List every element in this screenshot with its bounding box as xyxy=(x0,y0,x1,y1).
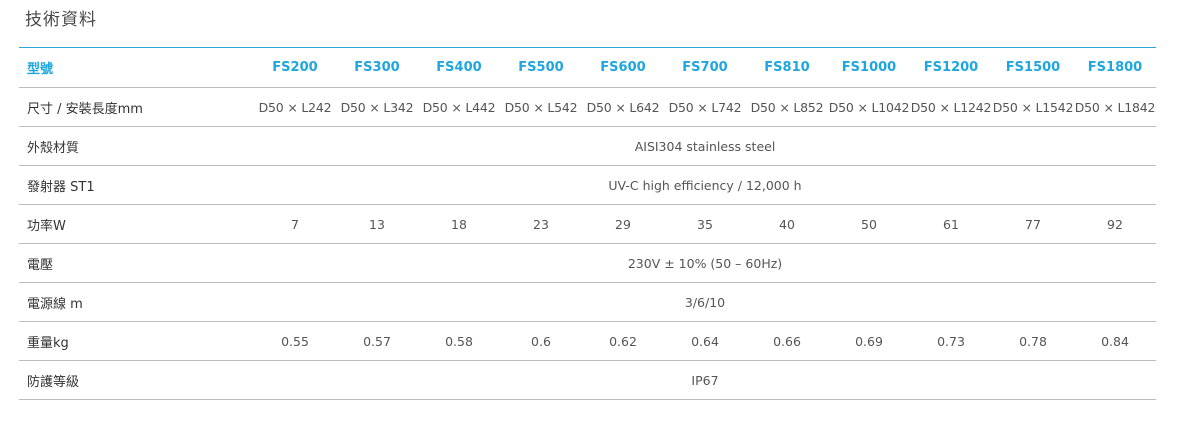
table-cell: 77 xyxy=(992,204,1074,244)
row-voltage: 電壓 230V ± 10% (50 – 60Hz) xyxy=(19,243,1156,283)
spec-table: 型號 FS200 FS300 FS400 FS500 FS600 FS700 F… xyxy=(19,47,1156,400)
row-label: 防護等級 xyxy=(19,360,254,400)
table-cell: 35 xyxy=(664,204,746,244)
row-power: 功率W 7 13 18 23 29 35 40 50 61 77 92 xyxy=(19,204,1156,244)
table-cell-merged: 3/6/10 xyxy=(254,282,1156,322)
row-protection: 防護等級 IP67 xyxy=(19,360,1156,400)
table-cell-merged: UV-C high efficiency / 12,000 h xyxy=(254,165,1156,205)
model-header: FS200 xyxy=(254,47,336,88)
row-label: 電源線 m xyxy=(19,282,254,322)
model-header: FS1500 xyxy=(992,47,1074,88)
table-cell-merged: IP67 xyxy=(254,360,1156,400)
table-cell: D50 × L1842 xyxy=(1074,87,1156,127)
table-cell: 18 xyxy=(418,204,500,244)
table-cell: 29 xyxy=(582,204,664,244)
table-cell: 0.62 xyxy=(582,321,664,361)
row-weight: 重量kg 0.55 0.57 0.58 0.6 0.62 0.64 0.66 0… xyxy=(19,321,1156,361)
table-cell: 0.6 xyxy=(500,321,582,361)
table-cell: 13 xyxy=(336,204,418,244)
table-cell: 50 xyxy=(828,204,910,244)
model-header: FS300 xyxy=(336,47,418,88)
row-size: 尺寸 / 安裝長度mm D50 × L242 D50 × L342 D50 × … xyxy=(19,87,1156,127)
table-cell-merged: AISI304 stainless steel xyxy=(254,126,1156,166)
table-cell: 0.69 xyxy=(828,321,910,361)
row-label: 尺寸 / 安裝長度mm xyxy=(19,87,254,127)
model-header: FS600 xyxy=(582,47,664,88)
row-label: 外殼材質 xyxy=(19,126,254,166)
table-cell: 0.57 xyxy=(336,321,418,361)
table-cell: D50 × L1542 xyxy=(992,87,1074,127)
model-header: FS1000 xyxy=(828,47,910,88)
row-label: 電壓 xyxy=(19,243,254,283)
table-cell: D50 × L852 xyxy=(746,87,828,127)
table-cell: 0.73 xyxy=(910,321,992,361)
row-label: 重量kg xyxy=(19,321,254,361)
header-label: 型號 xyxy=(19,47,254,88)
model-header: FS1200 xyxy=(910,47,992,88)
table-cell: 40 xyxy=(746,204,828,244)
table-cell: 0.55 xyxy=(254,321,336,361)
row-emitter: 發射器 ST1 UV-C high efficiency / 12,000 h xyxy=(19,165,1156,205)
page-title: 技術資料 xyxy=(25,10,97,30)
table-cell: 23 xyxy=(500,204,582,244)
model-header: FS1800 xyxy=(1074,47,1156,88)
table-cell: 7 xyxy=(254,204,336,244)
header-row: 型號 FS200 FS300 FS400 FS500 FS600 FS700 F… xyxy=(19,47,1156,88)
table-cell: D50 × L242 xyxy=(254,87,336,127)
model-header: FS500 xyxy=(500,47,582,88)
table-cell: 0.78 xyxy=(992,321,1074,361)
model-header: FS400 xyxy=(418,47,500,88)
row-housing: 外殼材質 AISI304 stainless steel xyxy=(19,126,1156,166)
table-cell: 0.84 xyxy=(1074,321,1156,361)
table-cell: D50 × L642 xyxy=(582,87,664,127)
row-label: 發射器 ST1 xyxy=(19,165,254,205)
table-cell: 92 xyxy=(1074,204,1156,244)
table-cell: 0.66 xyxy=(746,321,828,361)
table-cell: D50 × L1042 xyxy=(828,87,910,127)
model-header: FS810 xyxy=(746,47,828,88)
row-cable: 電源線 m 3/6/10 xyxy=(19,282,1156,322)
table-cell: 61 xyxy=(910,204,992,244)
table-cell: D50 × L342 xyxy=(336,87,418,127)
table-cell: D50 × L542 xyxy=(500,87,582,127)
model-header: FS700 xyxy=(664,47,746,88)
table-cell: D50 × L1242 xyxy=(910,87,992,127)
table-cell: D50 × L742 xyxy=(664,87,746,127)
table-cell: 0.64 xyxy=(664,321,746,361)
table-cell: 0.58 xyxy=(418,321,500,361)
table-cell: D50 × L442 xyxy=(418,87,500,127)
table-cell-merged: 230V ± 10% (50 – 60Hz) xyxy=(254,243,1156,283)
row-label: 功率W xyxy=(19,204,254,244)
